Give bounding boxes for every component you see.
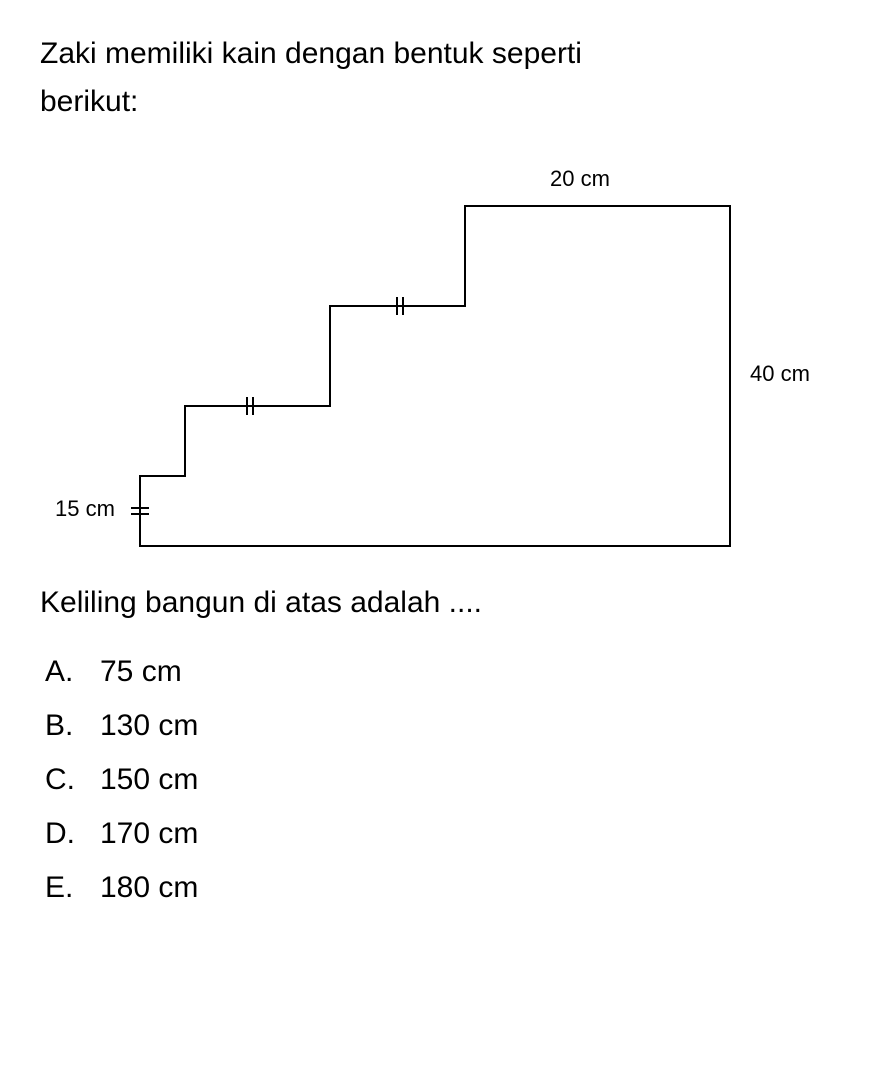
option-letter: E. [45,861,100,915]
dimension-label-left: 15 cm [55,496,115,522]
option-text: 170 cm [100,807,842,861]
option-c: C. 150 cm [45,753,842,807]
options-list: A. 75 cm B. 130 cm C. 150 cm D. 170 cm E… [40,645,842,915]
option-text: 130 cm [100,699,842,753]
option-text: 75 cm [100,645,842,699]
step-polygon [140,206,730,546]
option-letter: A. [45,645,100,699]
option-letter: C. [45,753,100,807]
diagram-container: 20 cm 40 cm 15 cm [40,146,820,556]
option-text: 180 cm [100,861,842,915]
option-d: D. 170 cm [45,807,842,861]
dimension-label-top: 20 cm [550,166,610,192]
option-text: 150 cm [100,753,842,807]
question-line-2: berikut: [40,85,138,118]
follow-up-question: Keliling bangun di atas adalah .... [40,586,842,620]
option-a: A. 75 cm [45,645,842,699]
option-letter: B. [45,699,100,753]
option-letter: D. [45,807,100,861]
question-text: Zaki memiliki kain dengan bentuk seperti… [40,30,842,126]
step-shape-diagram [40,146,820,556]
question-line-1: Zaki memiliki kain dengan bentuk seperti [40,37,582,70]
option-b: B. 130 cm [45,699,842,753]
dimension-label-right: 40 cm [750,361,810,387]
option-e: E. 180 cm [45,861,842,915]
